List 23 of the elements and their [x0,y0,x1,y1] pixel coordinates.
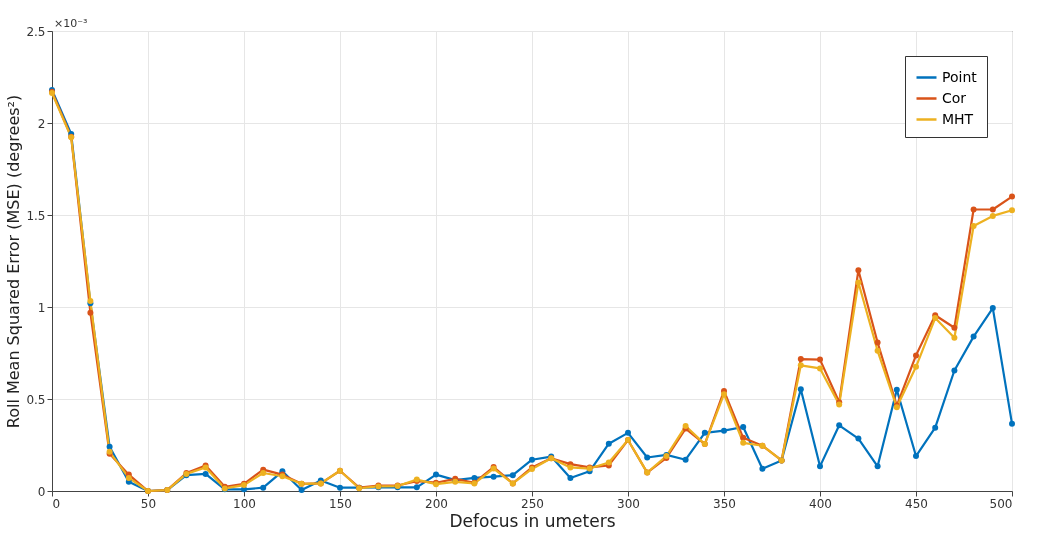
x-tick-label: 100 [233,496,256,511]
x-axis-title: Defocus in umeters [449,510,616,531]
text: ×10⁻³ [54,17,88,30]
y-axis-title: Roll Mean Squared Error (MSE) (degrees²) [4,94,24,429]
y-tick-label: 1 [37,300,46,315]
legend-label: Cor [942,89,967,106]
x-tick-label: 0 [52,496,61,511]
legend-label: Point [942,68,978,85]
y-tick-label: 0 [37,484,46,499]
x-tick-label: 450 [905,496,928,511]
y-tick-label: 2.5 [26,24,46,39]
legend-label: MHT [942,110,974,127]
x-tick-label: 500 [989,496,1013,511]
x-tick-label: 50 [140,496,157,511]
x-tick-label: 400 [809,496,832,511]
y-tick-label: 0.5 [26,392,46,407]
x-tick-label: 300 [617,496,640,511]
x-tick-label: 250 [521,496,544,511]
x-tick-label: 350 [713,496,736,511]
x-tick-label: 200 [425,496,448,511]
x-tick-label: 150 [329,496,352,511]
y-tick-label: 2 [37,116,46,131]
y-tick-label: 1.5 [26,208,46,223]
